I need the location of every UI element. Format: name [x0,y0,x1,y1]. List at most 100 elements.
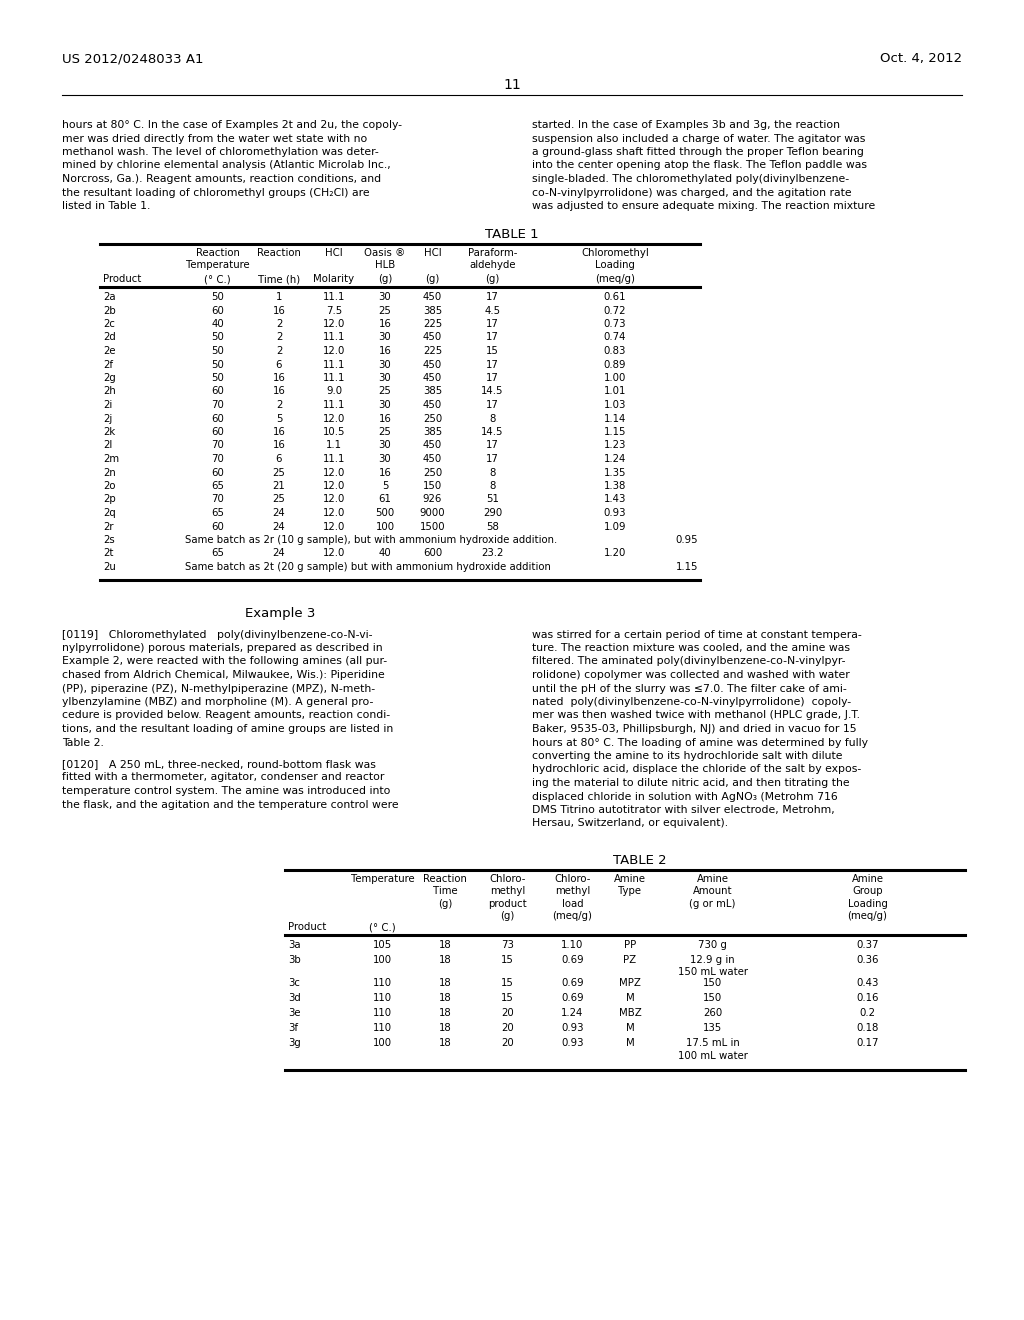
Text: 70: 70 [211,454,224,465]
Text: 11.1: 11.1 [323,454,345,465]
Text: 385: 385 [423,426,442,437]
Text: 18: 18 [438,940,452,950]
Text: methanol wash. The level of chloromethylation was deter-: methanol wash. The level of chloromethyl… [62,147,379,157]
Text: 17: 17 [486,374,499,383]
Text: hours at 80° C. The loading of amine was determined by fully: hours at 80° C. The loading of amine was… [532,738,868,747]
Text: (g): (g) [378,275,392,284]
Text: 150: 150 [702,993,722,1003]
Text: (g): (g) [485,275,500,284]
Text: 10.5: 10.5 [323,426,345,437]
Text: 30: 30 [379,292,391,302]
Text: Same batch as 2r (10 g sample), but with ammonium hydroxide addition.: Same batch as 2r (10 g sample), but with… [185,535,557,545]
Text: 1.23: 1.23 [604,441,627,450]
Text: 0.69: 0.69 [561,993,584,1003]
Text: 24: 24 [272,521,286,532]
Text: 30: 30 [379,454,391,465]
Text: 15: 15 [501,993,514,1003]
Text: 110: 110 [373,1023,392,1034]
Text: 12.0: 12.0 [323,495,345,504]
Text: 12.0: 12.0 [323,521,345,532]
Text: 65: 65 [211,480,224,491]
Text: 450: 450 [423,359,442,370]
Text: 17: 17 [486,333,499,342]
Text: 11.1: 11.1 [323,333,345,342]
Text: Time (h): Time (h) [258,275,300,284]
Text: 3a: 3a [288,940,301,950]
Text: suspension also included a charge of water. The agitator was: suspension also included a charge of wat… [532,133,865,144]
Text: 30: 30 [379,441,391,450]
Text: 450: 450 [423,454,442,465]
Text: rolidone) copolymer was collected and washed with water: rolidone) copolymer was collected and wa… [532,671,850,680]
Text: single-bladed. The chloromethylated poly(divinylbenzene-: single-bladed. The chloromethylated poly… [532,174,849,183]
Text: 12.0: 12.0 [323,346,345,356]
Text: 2m: 2m [103,454,119,465]
Text: 2f: 2f [103,359,113,370]
Text: Example 2, were reacted with the following amines (all pur-: Example 2, were reacted with the followi… [62,656,387,667]
Text: 17: 17 [486,319,499,329]
Text: 0.83: 0.83 [604,346,627,356]
Text: 40: 40 [379,549,391,558]
Text: 730 g: 730 g [698,940,727,950]
Text: 30: 30 [379,333,391,342]
Text: 30: 30 [379,359,391,370]
Text: 0.72: 0.72 [604,305,627,315]
Text: 11.1: 11.1 [323,400,345,411]
Text: 65: 65 [211,549,224,558]
Text: 3d: 3d [288,993,301,1003]
Text: PP: PP [624,940,636,950]
Text: 100: 100 [373,1039,392,1048]
Text: 0.69: 0.69 [561,954,584,965]
Text: 4.5: 4.5 [484,305,501,315]
Text: Baker, 9535-03, Phillipsburgh, NJ) and dried in vacuo for 15: Baker, 9535-03, Phillipsburgh, NJ) and d… [532,723,857,734]
Text: 70: 70 [211,495,224,504]
Text: 61: 61 [379,495,391,504]
Text: 12.0: 12.0 [323,549,345,558]
Text: 450: 450 [423,441,442,450]
Text: 50: 50 [211,292,224,302]
Text: M: M [626,993,635,1003]
Text: 2j: 2j [103,413,113,424]
Text: 2p: 2p [103,495,116,504]
Text: 25: 25 [272,495,286,504]
Text: 150: 150 [423,480,442,491]
Text: 3f: 3f [288,1023,298,1034]
Text: 2n: 2n [103,467,116,478]
Text: 2: 2 [275,346,283,356]
Text: 2d: 2d [103,333,116,342]
Text: 15: 15 [501,978,514,989]
Text: 1.03: 1.03 [604,400,627,411]
Text: 2u: 2u [103,562,116,572]
Text: 12.0: 12.0 [323,413,345,424]
Text: (° C.): (° C.) [369,921,396,932]
Text: 1500: 1500 [420,521,445,532]
Text: MBZ: MBZ [618,1008,641,1018]
Text: 1.24: 1.24 [604,454,627,465]
Text: 15: 15 [501,954,514,965]
Text: 2t: 2t [103,549,114,558]
Text: 2a: 2a [103,292,116,302]
Text: 16: 16 [272,374,286,383]
Text: Product: Product [103,275,141,284]
Text: 500: 500 [376,508,394,517]
Text: converting the amine to its hydrochloride salt with dilute: converting the amine to its hydrochlorid… [532,751,843,762]
Text: 73: 73 [501,940,514,950]
Text: 7.5: 7.5 [326,305,342,315]
Text: 12.9 g in
150 mL water: 12.9 g in 150 mL water [678,954,748,977]
Text: 50: 50 [211,346,224,356]
Text: 2: 2 [275,333,283,342]
Text: Hersau, Switzerland, or equivalent).: Hersau, Switzerland, or equivalent). [532,818,728,829]
Text: 11: 11 [503,78,521,92]
Text: 8: 8 [489,480,496,491]
Text: 110: 110 [373,993,392,1003]
Text: 25: 25 [379,426,391,437]
Text: 60: 60 [211,467,224,478]
Text: 250: 250 [423,467,442,478]
Text: 0.93: 0.93 [561,1039,584,1048]
Text: Temperature: Temperature [350,874,415,884]
Text: Molarity: Molarity [313,275,354,284]
Text: nated  poly(divinylbenzene-co-N-vinylpyrrolidone)  copoly-: nated poly(divinylbenzene-co-N-vinylpyrr… [532,697,851,708]
Text: 18: 18 [438,1008,452,1018]
Text: [0120]   A 250 mL, three-necked, round-bottom flask was: [0120] A 250 mL, three-necked, round-bot… [62,759,376,770]
Text: 100: 100 [376,521,394,532]
Text: (meq/g): (meq/g) [595,275,635,284]
